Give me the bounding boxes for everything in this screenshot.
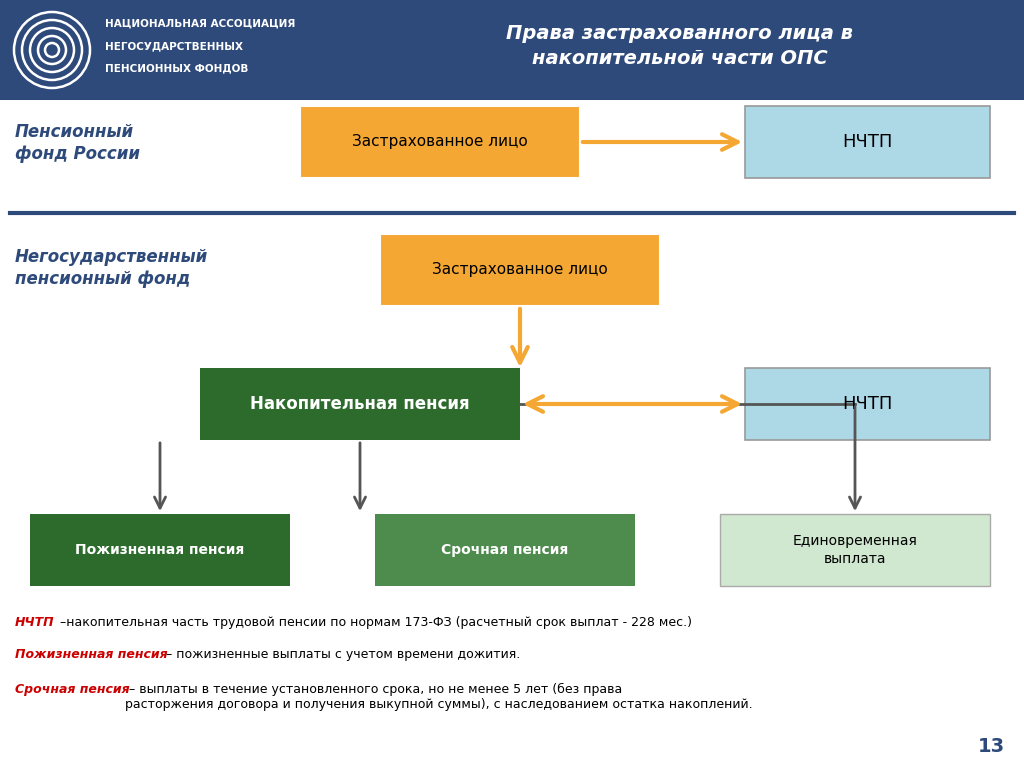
Text: – выплаты в течение установленного срока, но не менее 5 лет (без права
расторжен: – выплаты в течение установленного срока… — [125, 683, 753, 711]
Text: НЕГОСУДАРСТВЕННЫХ: НЕГОСУДАРСТВЕННЫХ — [105, 41, 243, 51]
Text: 13: 13 — [978, 737, 1005, 756]
FancyBboxPatch shape — [30, 514, 290, 586]
FancyBboxPatch shape — [720, 514, 990, 586]
Text: ПЕНСИОННЫХ ФОНДОВ: ПЕНСИОННЫХ ФОНДОВ — [105, 63, 249, 73]
Text: НЧТП: НЧТП — [15, 616, 54, 629]
Text: Срочная пенсия: Срочная пенсия — [15, 683, 130, 696]
FancyBboxPatch shape — [0, 0, 1024, 100]
Text: Пенсионный
фонд России: Пенсионный фонд России — [15, 123, 140, 163]
Text: Застрахованное лицо: Застрахованное лицо — [432, 263, 608, 277]
Text: НЧТП: НЧТП — [843, 133, 893, 151]
Text: НЧТП: НЧТП — [843, 395, 893, 413]
Text: Негосударственный
пенсионный фонд: Негосударственный пенсионный фонд — [15, 248, 208, 288]
FancyBboxPatch shape — [745, 368, 990, 440]
Text: НАЦИОНАЛЬНАЯ АССОЦИАЦИЯ: НАЦИОНАЛЬНАЯ АССОЦИАЦИЯ — [105, 19, 295, 29]
FancyBboxPatch shape — [200, 368, 520, 440]
Text: Права застрахованного лица в
накопительной части ОПС: Права застрахованного лица в накопительн… — [507, 24, 853, 68]
FancyBboxPatch shape — [375, 514, 635, 586]
FancyBboxPatch shape — [380, 234, 660, 306]
Text: Застрахованное лицо: Застрахованное лицо — [352, 134, 528, 150]
Text: Накопительная пенсия: Накопительная пенсия — [250, 395, 470, 413]
FancyBboxPatch shape — [745, 106, 990, 178]
Text: – пожизненные выплаты с учетом времени дожития.: – пожизненные выплаты с учетом времени д… — [162, 648, 520, 661]
FancyBboxPatch shape — [300, 106, 580, 178]
Text: Единовременная
выплата: Единовременная выплата — [793, 535, 918, 566]
Text: Пожизненная пенсия: Пожизненная пенсия — [76, 543, 245, 557]
Text: –накопительная часть трудовой пенсии по нормам 173-ФЗ (расчетный срок выплат - 2: –накопительная часть трудовой пенсии по … — [56, 616, 692, 629]
Text: Срочная пенсия: Срочная пенсия — [441, 543, 568, 557]
Text: Пожизненная пенсия: Пожизненная пенсия — [15, 648, 168, 661]
